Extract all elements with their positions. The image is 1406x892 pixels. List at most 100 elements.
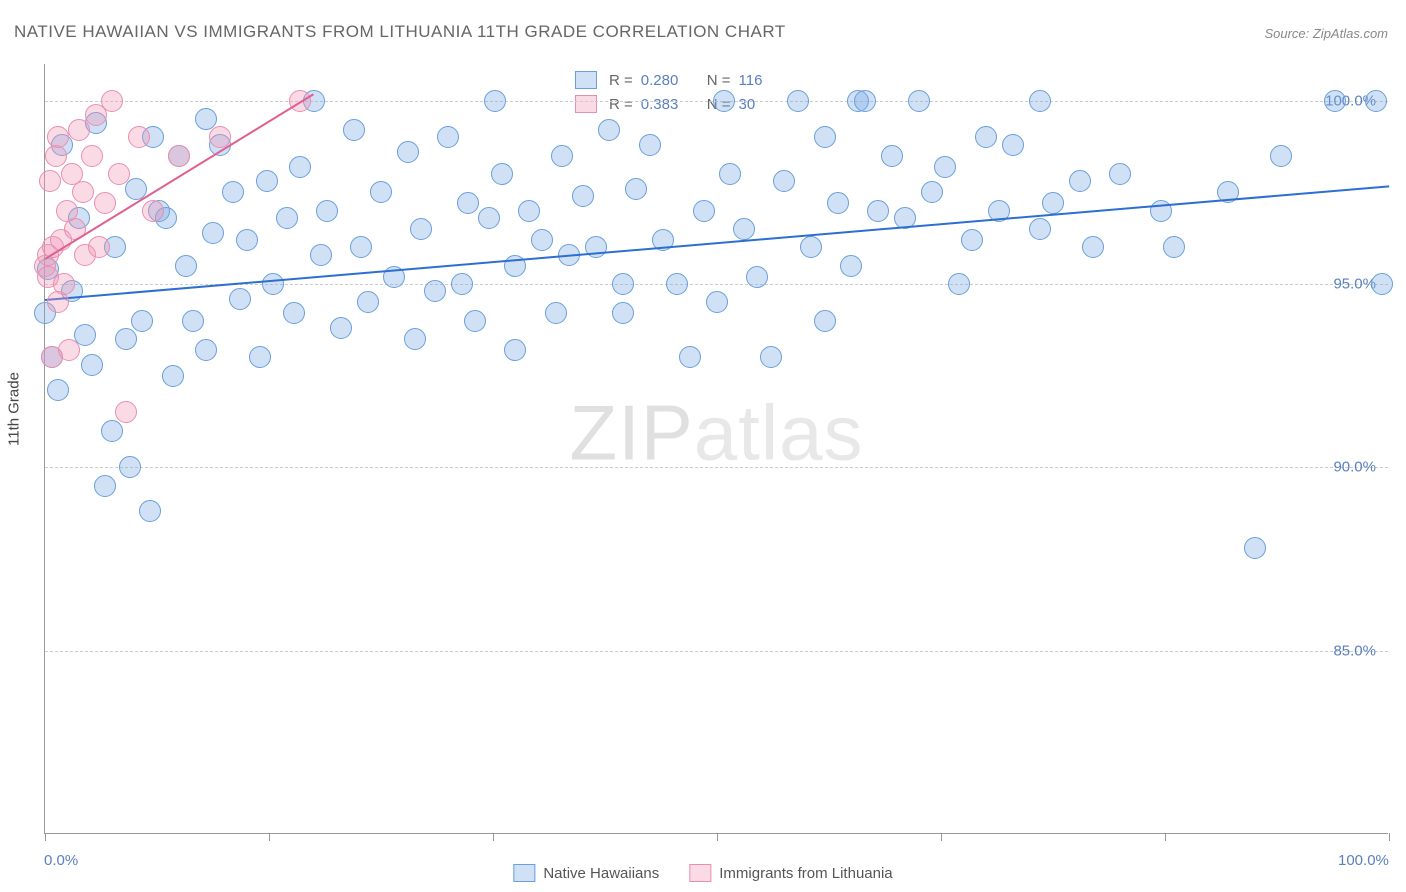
x-tick — [493, 833, 494, 841]
x-tick — [269, 833, 270, 841]
scatter-point — [94, 192, 116, 214]
scatter-point — [1365, 90, 1387, 112]
scatter-point — [142, 200, 164, 222]
scatter-point — [814, 126, 836, 148]
scatter-point — [1371, 273, 1393, 295]
scatter-point — [827, 192, 849, 214]
scatter-point — [572, 185, 594, 207]
stats-row: R = 0.280 N = 116 — [575, 68, 793, 92]
scatter-point — [484, 90, 506, 112]
scatter-point — [787, 90, 809, 112]
y-axis-title: 11th Grade — [6, 372, 23, 446]
scatter-point — [229, 288, 251, 310]
grid-line — [45, 284, 1388, 285]
watermark-atlas: atlas — [694, 389, 864, 477]
scatter-point — [679, 346, 701, 368]
scatter-point — [276, 207, 298, 229]
scatter-point — [478, 207, 500, 229]
scatter-point — [773, 170, 795, 192]
scatter-point — [162, 365, 184, 387]
legend-item: Immigrants from Lithuania — [689, 864, 892, 882]
scatter-point — [491, 163, 513, 185]
scatter-point — [310, 244, 332, 266]
stats-row: R =0.383N =30 — [575, 92, 793, 116]
scatter-point — [350, 236, 372, 258]
scatter-point — [1163, 236, 1185, 258]
scatter-point — [182, 310, 204, 332]
scatter-point — [437, 126, 459, 148]
x-tick — [1389, 833, 1390, 841]
scatter-point — [948, 273, 970, 295]
scatter-point — [693, 200, 715, 222]
scatter-point — [1109, 163, 1131, 185]
scatter-point — [72, 181, 94, 203]
grid-line — [45, 651, 1388, 652]
scatter-point — [666, 273, 688, 295]
scatter-point — [39, 170, 61, 192]
scatter-point — [128, 126, 150, 148]
scatter-point — [370, 181, 392, 203]
x-tick — [941, 833, 942, 841]
legend-swatch — [689, 864, 711, 882]
scatter-point — [108, 163, 130, 185]
stat-r-value: 0.280 — [641, 72, 695, 89]
scatter-point — [168, 145, 190, 167]
legend-label: Immigrants from Lithuania — [719, 865, 892, 882]
scatter-point — [760, 346, 782, 368]
scatter-point — [53, 273, 75, 295]
scatter-point — [975, 126, 997, 148]
x-axis-label-max: 100.0% — [1338, 852, 1389, 869]
scatter-point — [451, 273, 473, 295]
scatter-point — [518, 200, 540, 222]
source-attribution: Source: ZipAtlas.com — [1264, 26, 1388, 41]
legend-item: Native Hawaiians — [513, 864, 659, 882]
scatter-point — [222, 181, 244, 203]
scatter-point — [139, 500, 161, 522]
legend-swatch — [513, 864, 535, 882]
scatter-point — [908, 90, 930, 112]
scatter-point — [119, 456, 141, 478]
scatter-point — [1244, 537, 1266, 559]
scatter-point — [545, 302, 567, 324]
scatter-point — [262, 273, 284, 295]
legend-swatch — [575, 95, 597, 113]
scatter-point — [175, 255, 197, 277]
scatter-point — [131, 310, 153, 332]
scatter-point — [504, 339, 526, 361]
scatter-point — [47, 379, 69, 401]
stat-n-value: 30 — [739, 96, 793, 113]
scatter-point — [68, 119, 90, 141]
legend-label: Native Hawaiians — [543, 865, 659, 882]
scatter-point — [854, 90, 876, 112]
scatter-point — [625, 178, 647, 200]
y-tick-label: 95.0% — [1333, 276, 1376, 293]
x-axis-label-min: 0.0% — [44, 852, 78, 869]
scatter-point — [94, 475, 116, 497]
scatter-point — [867, 200, 889, 222]
stat-n-label: N = — [707, 72, 731, 89]
scatter-point — [639, 134, 661, 156]
scatter-point — [713, 90, 735, 112]
scatter-point — [612, 273, 634, 295]
scatter-point — [202, 222, 224, 244]
stat-n-value: 116 — [739, 72, 793, 89]
scatter-point — [1029, 218, 1051, 240]
stat-r-label: R = — [609, 72, 633, 89]
scatter-point — [706, 291, 728, 313]
x-tick — [45, 833, 46, 841]
scatter-point — [195, 339, 217, 361]
stat-r-value: 0.383 — [641, 96, 695, 113]
scatter-point — [881, 145, 903, 167]
scatter-point — [256, 170, 278, 192]
scatter-point — [921, 181, 943, 203]
scatter-point — [101, 420, 123, 442]
scatter-point — [115, 401, 137, 423]
scatter-point — [357, 291, 379, 313]
scatter-point — [746, 266, 768, 288]
scatter-point — [1082, 236, 1104, 258]
grid-line — [45, 467, 1388, 468]
scatter-point — [249, 346, 271, 368]
scatter-point — [551, 145, 573, 167]
scatter-point — [424, 280, 446, 302]
scatter-point — [464, 310, 486, 332]
